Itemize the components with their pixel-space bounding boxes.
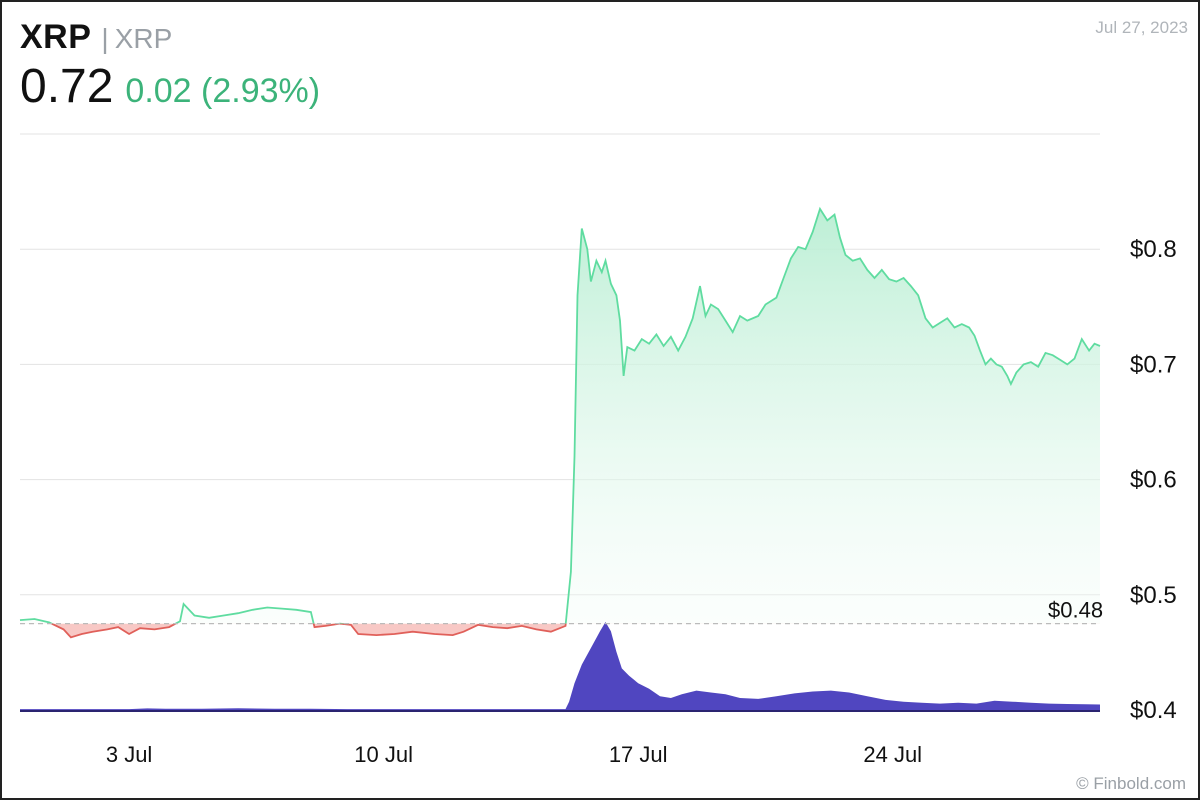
asset-symbol: XRP xyxy=(20,18,92,56)
price-line xyxy=(19,206,1101,639)
reference-label: $0.48 xyxy=(1048,598,1103,623)
y-axis: $0.4 $0.5 $0.6 $0.7 $0.8 xyxy=(1130,236,1177,724)
x-tick-label: 17 Jul xyxy=(609,742,668,767)
y-tick-label: $0.7 xyxy=(1130,351,1177,378)
price-line-up xyxy=(19,206,1101,624)
asset-name: XRP xyxy=(114,23,173,54)
y-tick-label: $0.4 xyxy=(1130,697,1177,724)
price-area xyxy=(20,208,1100,638)
price-change: 0.02 (2.93%) xyxy=(125,72,321,110)
chart-header: XRP | XRP 0.72 0.02 (2.93%) xyxy=(20,18,320,114)
chart-date: Jul 27, 2023 xyxy=(1095,18,1188,37)
x-tick-label: 3 Jul xyxy=(106,742,152,767)
y-tick-label: $0.5 xyxy=(1130,582,1177,609)
price-area-below xyxy=(20,623,1100,638)
price-area-above xyxy=(20,208,1100,624)
volume-bars xyxy=(20,622,1100,712)
current-price: 0.72 xyxy=(20,60,114,113)
y-tick-label: $0.8 xyxy=(1130,236,1177,263)
x-tick-label: 24 Jul xyxy=(863,742,922,767)
y-tick-label: $0.6 xyxy=(1130,467,1177,494)
watermark: © Finbold.com xyxy=(1076,774,1186,793)
x-axis: 3 Jul 10 Jul 17 Jul 24 Jul xyxy=(106,742,922,767)
x-tick-label: 10 Jul xyxy=(354,742,413,767)
volume-area xyxy=(20,622,1100,711)
reference-line: $0.48 xyxy=(20,598,1103,625)
title-separator: | xyxy=(101,23,109,54)
